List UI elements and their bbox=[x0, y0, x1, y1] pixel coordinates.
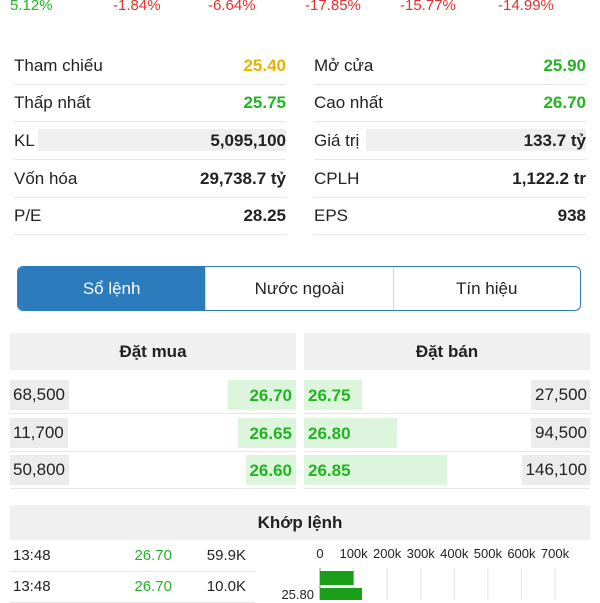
buy-depth bbox=[228, 380, 296, 410]
stat-value: 25.40 bbox=[243, 56, 286, 75]
header-bg bbox=[10, 505, 590, 540]
separator bbox=[314, 84, 586, 85]
change: 5.12% bbox=[10, 0, 53, 14]
stat-value: 29,738.7 tỷ bbox=[199, 169, 286, 188]
stat-value: 5,095,100 bbox=[210, 131, 286, 150]
change: -17.85% bbox=[305, 0, 361, 14]
buy-depth bbox=[238, 417, 296, 448]
stat-label: Cao nhất bbox=[314, 93, 383, 112]
separator bbox=[10, 413, 296, 414]
stat-label: KL bbox=[14, 131, 35, 150]
stat-value: 25.90 bbox=[543, 56, 586, 75]
separator bbox=[14, 197, 286, 198]
sell-price: 26.75 bbox=[308, 386, 351, 405]
stat-value: 26.70 bbox=[543, 93, 586, 112]
separator bbox=[314, 197, 586, 198]
sell-title: Đặt bán bbox=[415, 342, 479, 361]
y-tick-label: 25.80 bbox=[281, 587, 314, 600]
buy-volume: 11,700 bbox=[10, 417, 68, 448]
sell-price: 26.85 bbox=[308, 461, 351, 480]
separator bbox=[14, 159, 286, 160]
sell-volume: 146,100 bbox=[521, 455, 590, 485]
stat-label: CPLH bbox=[314, 169, 360, 188]
stat-label: P/E bbox=[14, 206, 42, 225]
sell-depth bbox=[304, 455, 447, 485]
sell-depth bbox=[304, 417, 397, 448]
separator bbox=[14, 121, 286, 122]
stat-label: Giá trị bbox=[314, 131, 360, 150]
stat-label: Mở cửa bbox=[314, 56, 374, 75]
trade-price: 26.70 bbox=[134, 578, 172, 595]
buy-volume: 50,800 bbox=[10, 455, 69, 485]
separator bbox=[10, 450, 296, 452]
stat-value: 938 bbox=[557, 206, 586, 225]
stat-label: Tham chiếu bbox=[14, 56, 103, 75]
separator bbox=[304, 488, 590, 489]
trades-title: Khớp lệnh bbox=[257, 513, 343, 532]
x-tick-label: 700k bbox=[541, 546, 570, 561]
tab[interactable]: Sổ lệnh bbox=[18, 267, 206, 310]
separator bbox=[14, 84, 286, 85]
change: -1.84% bbox=[113, 0, 161, 14]
x-tick-label: 400k bbox=[440, 546, 469, 561]
separator bbox=[304, 450, 590, 452]
buy-price: 26.60 bbox=[249, 461, 292, 480]
x-tick-label: 300k bbox=[407, 546, 436, 561]
stat-value: 25.75 bbox=[243, 93, 286, 112]
trade-volume: 10.0K bbox=[206, 578, 246, 595]
sell-price: 26.80 bbox=[308, 423, 351, 443]
separator bbox=[314, 159, 586, 160]
stat-label: Thấp nhất bbox=[14, 93, 91, 112]
cell-bg bbox=[366, 129, 586, 151]
x-tick-label: 0 bbox=[316, 546, 323, 561]
tab-bar: Sổ lệnh Nước ngoài Tín hiệu bbox=[17, 266, 581, 311]
buy-price: 26.65 bbox=[249, 423, 292, 443]
stat-label: EPS bbox=[314, 206, 349, 225]
change: -15.77% bbox=[400, 0, 456, 14]
stat-value: 133.7 tỷ bbox=[523, 131, 586, 150]
volume-chart: 0 100k 200k 300k 400k 500k 600k 700k 25.80 bbox=[281, 546, 570, 600]
x-tick-label: 100k bbox=[339, 546, 368, 561]
buy-depth bbox=[246, 455, 296, 485]
x-tick-label: 500k bbox=[474, 546, 503, 561]
header-bg bbox=[10, 333, 296, 370]
stat-label: Vốn hóa bbox=[14, 169, 78, 188]
x-tick-label: 200k bbox=[373, 546, 402, 561]
separator bbox=[10, 571, 255, 572]
separator bbox=[314, 234, 586, 235]
separator bbox=[10, 488, 296, 489]
bar bbox=[320, 571, 354, 585]
sell-depth bbox=[304, 380, 362, 410]
trade-price: 26.70 bbox=[134, 547, 172, 564]
stat-value: 28.25 bbox=[243, 206, 286, 225]
tab[interactable]: Tín hiệu bbox=[392, 267, 580, 310]
separator bbox=[304, 413, 590, 414]
sell-volume: 27,500 bbox=[531, 380, 590, 410]
buy-title: Đặt mua bbox=[119, 342, 187, 361]
separator bbox=[314, 121, 586, 122]
cell-bg bbox=[38, 129, 286, 151]
separator bbox=[14, 234, 286, 235]
sell-volume: 94,500 bbox=[531, 417, 590, 448]
bar bbox=[320, 588, 362, 600]
tab[interactable]: Nước ngoài bbox=[205, 267, 392, 310]
stat-value: 1,122.2 tr bbox=[512, 169, 586, 188]
change: -14.99% bbox=[498, 0, 554, 14]
trade-time: 13:48 bbox=[13, 578, 51, 595]
trade-volume: 59.9K bbox=[206, 547, 246, 564]
header-bg bbox=[304, 333, 590, 370]
x-tick-label: 600k bbox=[507, 546, 536, 561]
buy-volume: 68,500 bbox=[10, 380, 69, 410]
change: -6.64% bbox=[208, 0, 256, 14]
buy-price: 26.70 bbox=[249, 386, 292, 405]
trade-time: 13:48 bbox=[13, 547, 51, 564]
